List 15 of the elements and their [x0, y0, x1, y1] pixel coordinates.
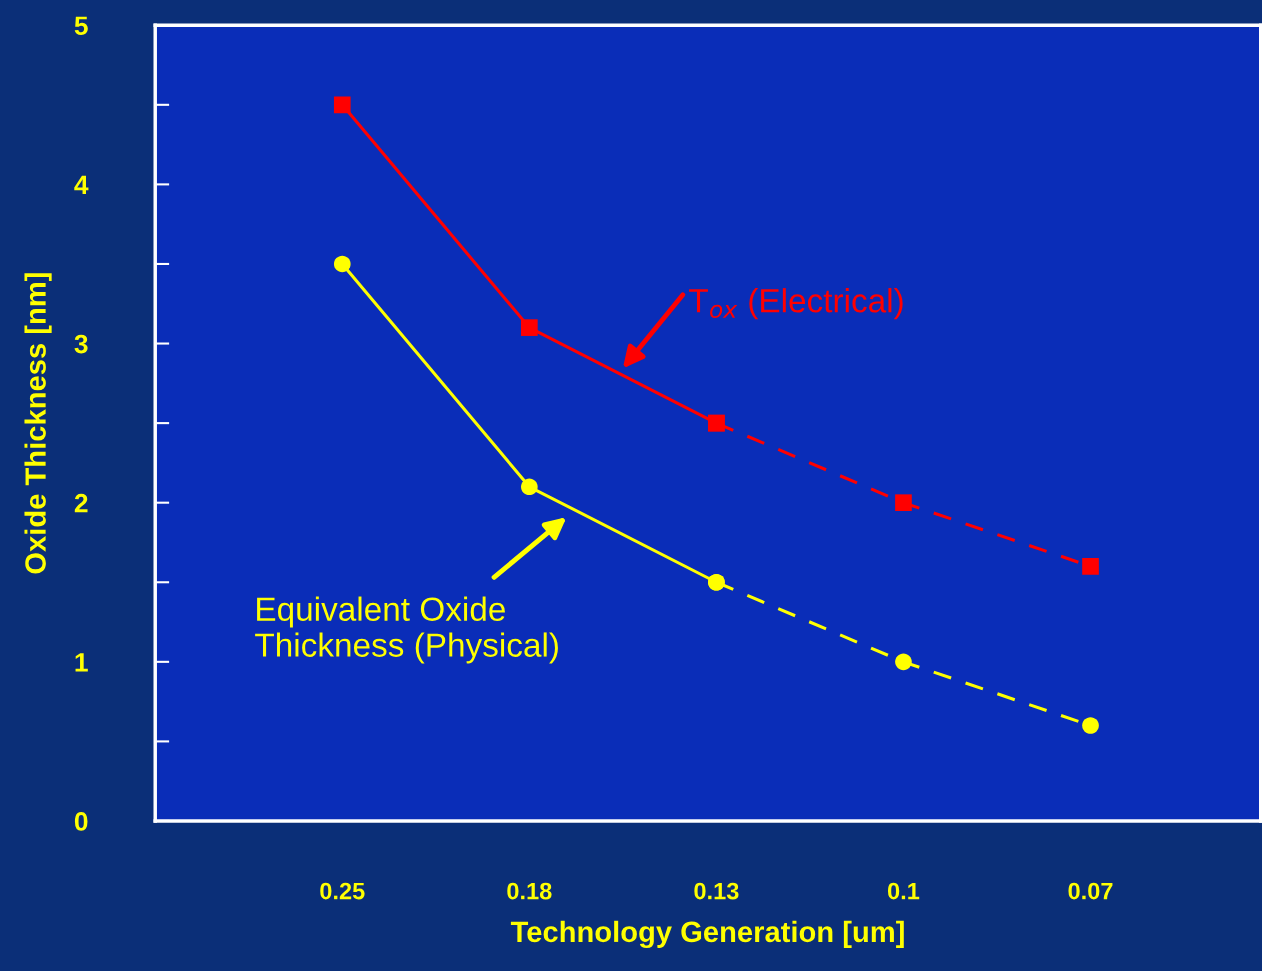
y-axis-title: Oxide Thickness [nm] — [24, 273, 52, 574]
x-tick-label: 0.18 — [507, 882, 552, 900]
x-tick-label: 0.1 — [887, 882, 920, 900]
annotation: T$_{ox}$ (Electrical) — [689, 288, 903, 320]
y-tick-label: 3 — [74, 334, 88, 354]
y-tick-label: 5 — [74, 16, 88, 36]
annotation: Equivalent Oxide Thickness (Physical) — [255, 596, 558, 664]
x-axis-title: Technology Generation [um] — [510, 920, 904, 949]
y-tick-label: 0 — [74, 812, 88, 831]
y-tick-label: 2 — [74, 493, 88, 513]
y-tick-label: 1 — [75, 653, 88, 672]
x-tick-label: 0.25 — [320, 882, 365, 900]
y-tick-label: 4 — [74, 175, 89, 194]
x-tick-label: 0.07 — [1068, 882, 1113, 900]
x-tick-label: 0.13 — [694, 882, 739, 900]
